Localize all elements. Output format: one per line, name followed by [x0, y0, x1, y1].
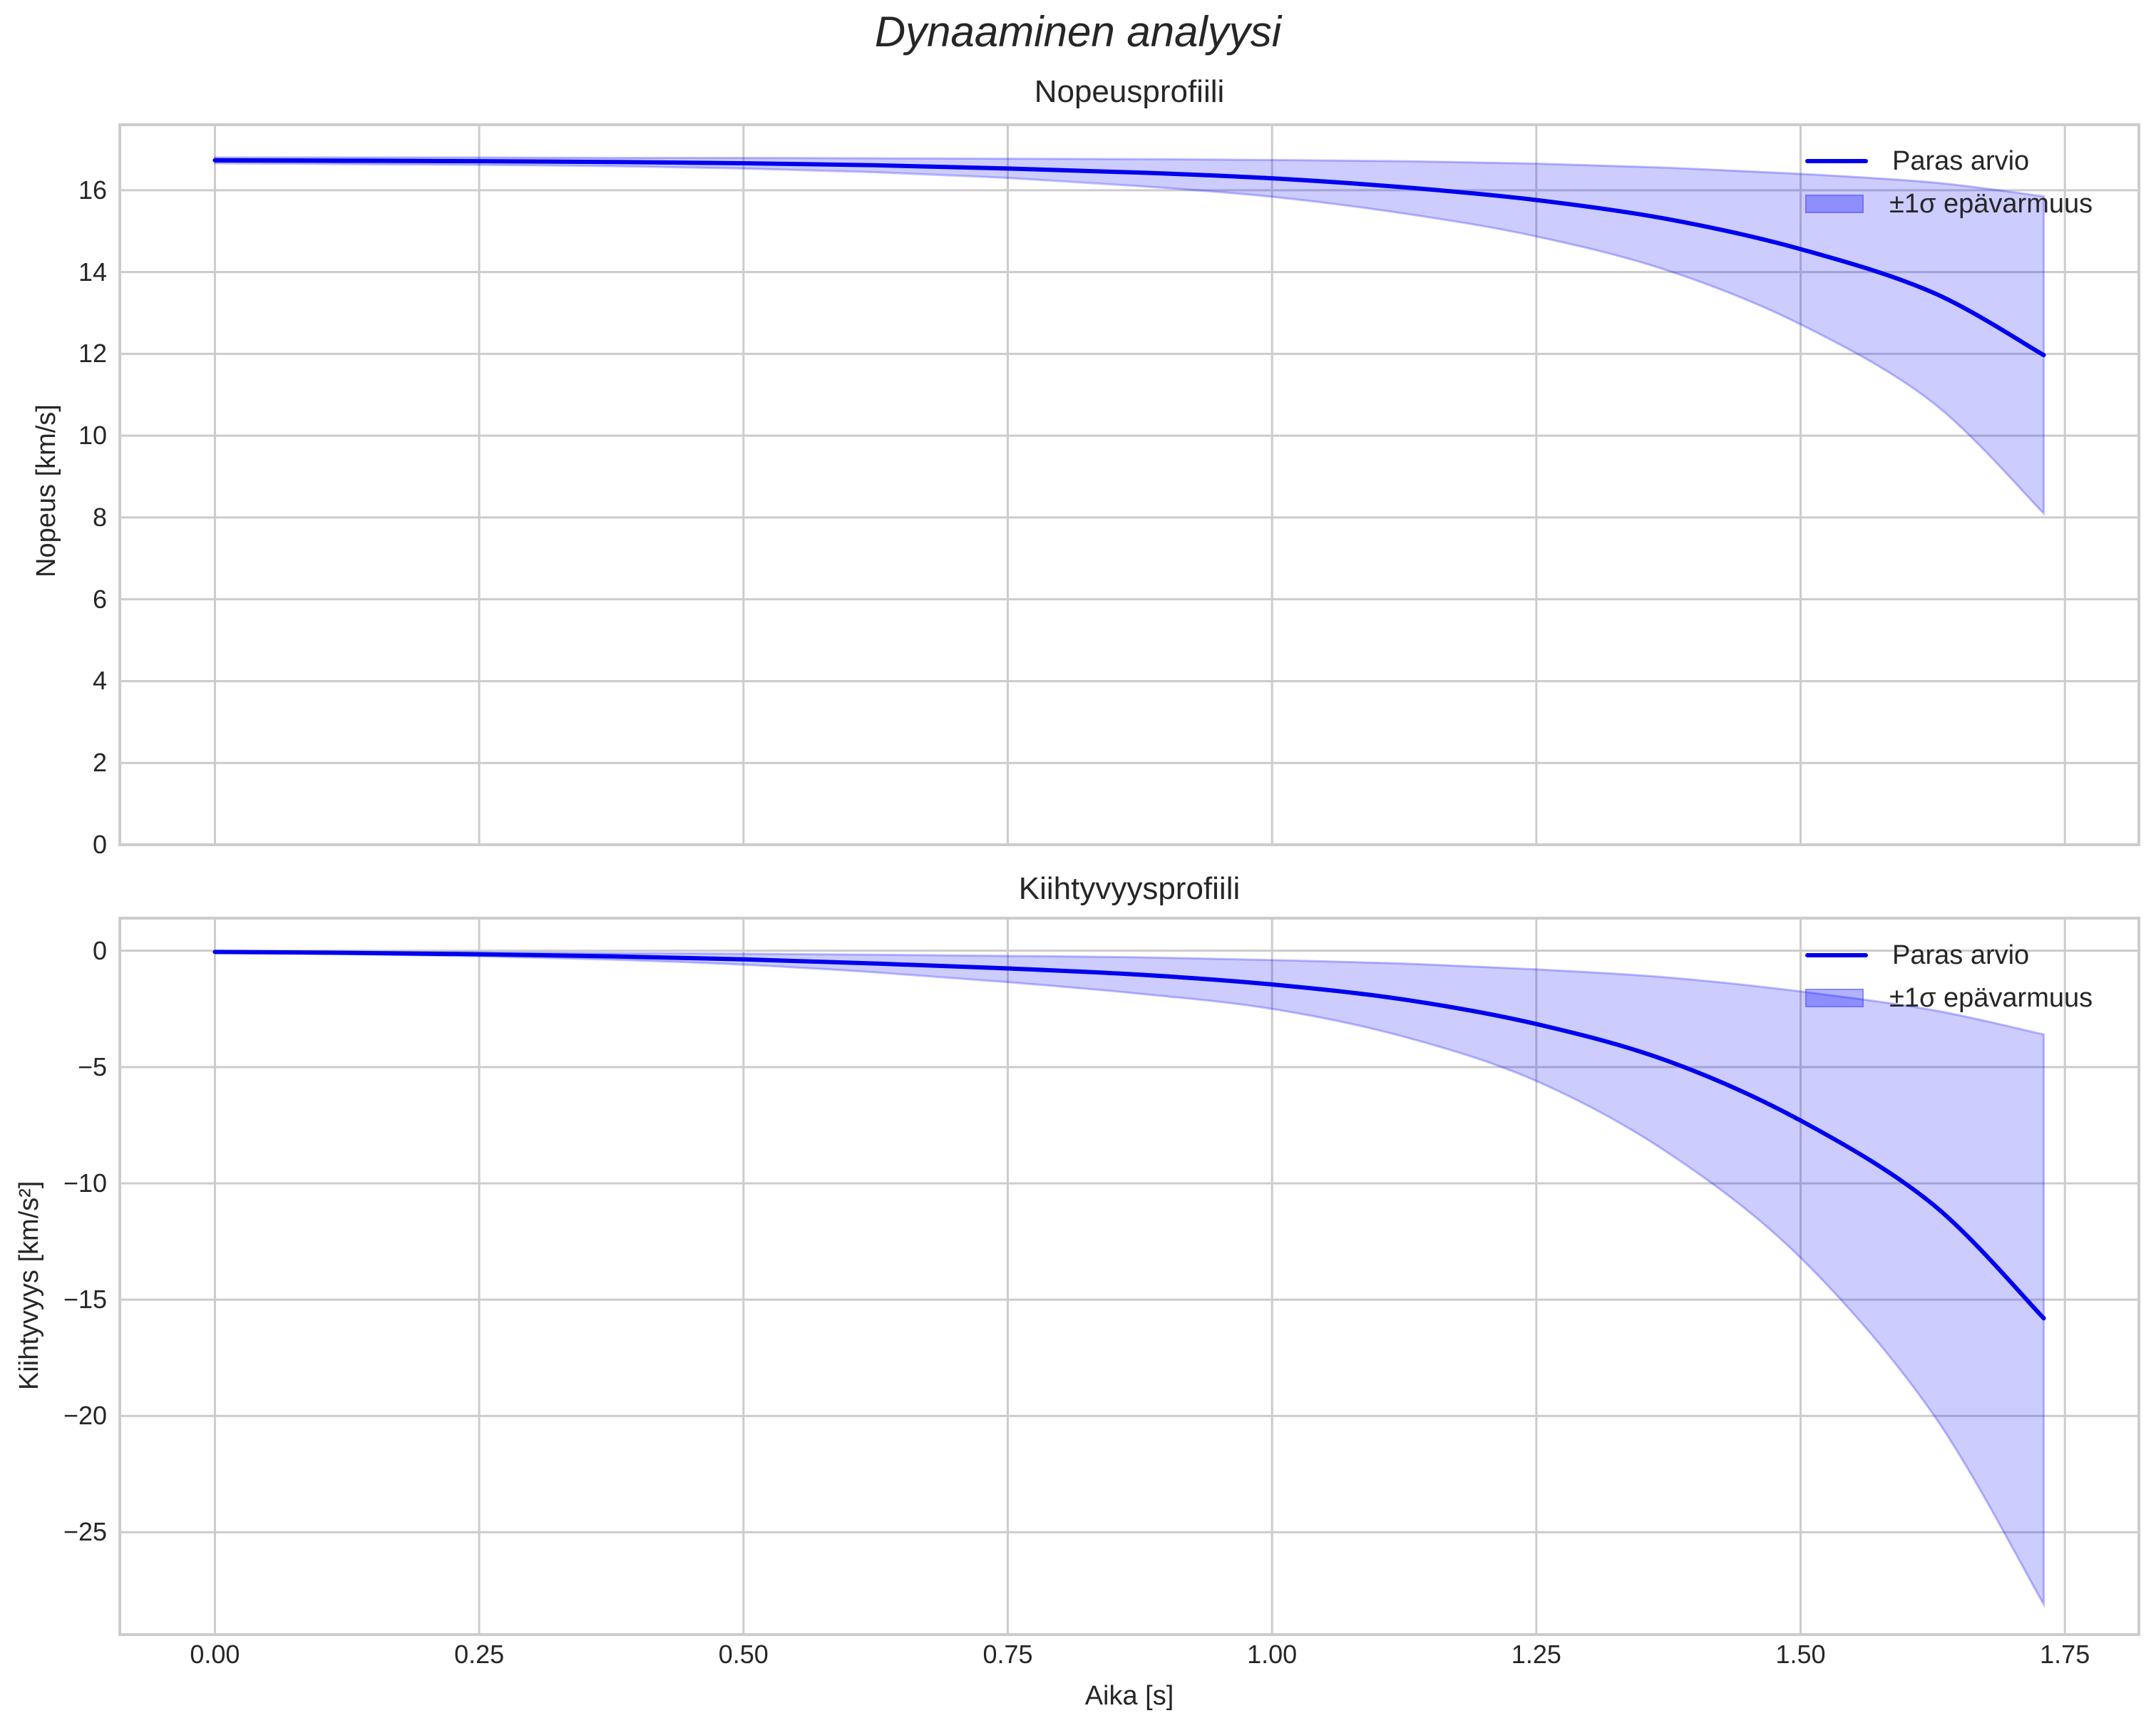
y-tick-label: 4 — [92, 666, 107, 696]
x-tick-label: 0.00 — [190, 1640, 240, 1669]
y-tick-label: 16 — [78, 175, 107, 205]
x-tick-label: 1.75 — [2040, 1640, 2090, 1669]
legend-item-best-estimate: Paras arvio — [1805, 140, 2093, 182]
legend-label: ±1σ epävarmuus — [1889, 188, 2093, 219]
band-swatch-icon — [1805, 989, 1864, 1007]
band-swatch-icon — [1805, 195, 1864, 213]
legend-item-uncertainty: ±1σ epävarmuus — [1805, 977, 2093, 1019]
y-tick-label: 10 — [78, 421, 107, 451]
y-tick-label: −10 — [63, 1168, 107, 1198]
acceleration-legend: Paras arvio ±1σ epävarmuus — [1805, 934, 2093, 1019]
y-tick-label: −15 — [63, 1285, 107, 1315]
legend-label: Paras arvio — [1892, 940, 2030, 970]
x-tick-label: 0.25 — [454, 1640, 505, 1669]
x-tick-label: 0.75 — [982, 1640, 1033, 1669]
y-tick-label: −20 — [63, 1401, 107, 1431]
figure-title: Dynaaminen analyysi — [874, 8, 1282, 56]
y-tick-label: 0 — [92, 935, 107, 965]
velocity-y-axis-label: Nopeus [km/s] — [31, 404, 61, 577]
y-tick-label: 6 — [92, 584, 107, 614]
x-tick-label: 1.00 — [1247, 1640, 1298, 1669]
y-tick-label: −5 — [77, 1051, 107, 1081]
velocity-legend: Paras arvio ±1σ epävarmuus — [1805, 140, 2093, 225]
legend-item-uncertainty: ±1σ epävarmuus — [1805, 182, 2093, 225]
y-tick-label: 0 — [92, 830, 107, 859]
velocity-plot-area — [118, 123, 2140, 846]
acceleration-panel-title: Kiihtyvyysprofiili — [1018, 871, 1241, 906]
x-tick-label: 0.50 — [718, 1640, 769, 1669]
velocity-panel-title: Nopeusprofiili — [1034, 74, 1225, 109]
acceleration-plot-area — [118, 917, 2140, 1636]
line-swatch-icon — [1805, 159, 1868, 163]
y-tick-label: −25 — [63, 1517, 107, 1547]
x-tick-label: 1.25 — [1511, 1640, 1561, 1669]
line-swatch-icon — [1805, 953, 1868, 957]
legend-label: Paras arvio — [1892, 145, 2030, 176]
x-tick-label: 1.50 — [1775, 1640, 1826, 1669]
y-tick-label: 2 — [92, 748, 107, 778]
y-tick-label: 14 — [78, 257, 107, 287]
legend-label: ±1σ epävarmuus — [1889, 982, 2093, 1013]
y-tick-label: 8 — [92, 502, 107, 532]
legend-item-best-estimate: Paras arvio — [1805, 934, 2093, 977]
acceleration-y-axis-label: Kiihtyvyys [km/s²] — [14, 1181, 44, 1390]
y-tick-label: 12 — [78, 339, 107, 369]
x-axis-label: Aika [s] — [1084, 1681, 1174, 1711]
